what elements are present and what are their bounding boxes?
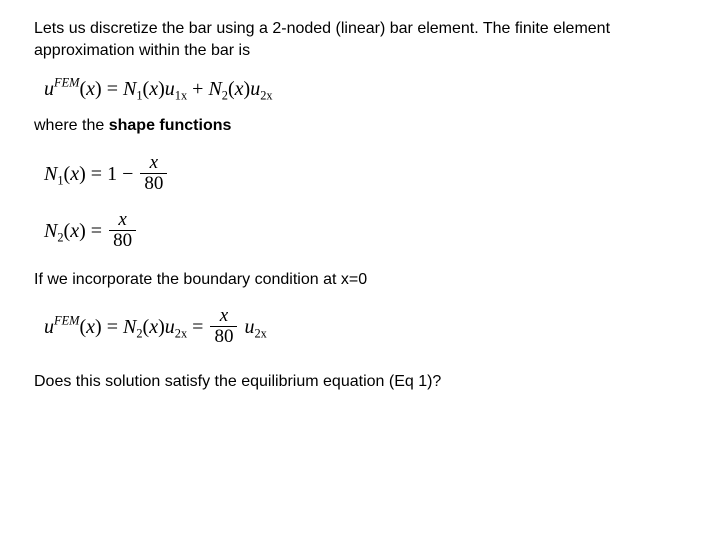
sub-2x-d: 2x [254, 326, 266, 340]
minus: − [122, 163, 138, 185]
arg-x: x [86, 78, 95, 100]
one: 1 [107, 163, 117, 185]
arg-x-b: x [86, 316, 95, 338]
sup-fem: FEM [54, 76, 79, 90]
sym-N1: N [123, 78, 136, 100]
frac-den-b: 80 [109, 231, 136, 251]
sym-u2x-c: u [165, 316, 175, 338]
arg-x-n2b: x [70, 220, 79, 242]
frac-den: 80 [140, 174, 167, 194]
paragraph-3: If we incorporate the boundary condition… [34, 269, 686, 291]
equation-n1: N1(x) = 1 − x 80 [44, 155, 686, 196]
sym-u2x: u [250, 78, 260, 100]
slide-body: Lets us discretize the bar using a 2-nod… [0, 0, 720, 393]
frac-x-80-a: x 80 [140, 153, 167, 194]
paragraph-4: Does this solution satisfy the equilibri… [34, 371, 686, 393]
paragraph-1: Lets us discretize the bar using a 2-nod… [34, 18, 686, 61]
arg-x-n1: x [149, 78, 158, 100]
arg-x-n1b: x [70, 163, 79, 185]
p2-lead: where the [34, 117, 109, 134]
arg-x-n2c: x [149, 316, 158, 338]
equation-u-fem: uFEM(x) = N1(x)u1x + N2(x)u2x [44, 79, 686, 99]
sub-1x: 1x [175, 89, 187, 103]
sup-fem-b: FEM [54, 313, 79, 327]
frac-num-b: x [109, 210, 136, 231]
equation-n2: N2(x) = x 80 [44, 212, 686, 253]
frac-num: x [140, 153, 167, 174]
sym-u: u [44, 78, 54, 100]
sym-N2: N [208, 78, 221, 100]
arg-x-n2: x [235, 78, 244, 100]
frac-den-c: 80 [210, 327, 237, 347]
plus: + [192, 78, 208, 100]
sym-u-b: u [44, 316, 54, 338]
sym-u1x: u [165, 78, 175, 100]
sym-N: N [44, 163, 57, 185]
equation-u-fem-bc: uFEM(x) = N2(x)u2x = x 80 u2x [44, 308, 686, 349]
equals: = [107, 78, 123, 100]
frac-x-80-c: x 80 [210, 306, 237, 347]
sym-N-b: N [44, 220, 57, 242]
frac-x-80-b: x 80 [109, 210, 136, 251]
paragraph-2: where the shape functions [34, 115, 686, 137]
paren-close: ) [95, 78, 102, 100]
sym-u2x-d: u [244, 316, 254, 338]
frac-num-c: x [210, 306, 237, 327]
sub-2x-c: 2x [175, 326, 187, 340]
p2-bold: shape functions [109, 117, 232, 134]
sym-N2-c: N [123, 316, 136, 338]
sub-2x: 2x [260, 89, 272, 103]
